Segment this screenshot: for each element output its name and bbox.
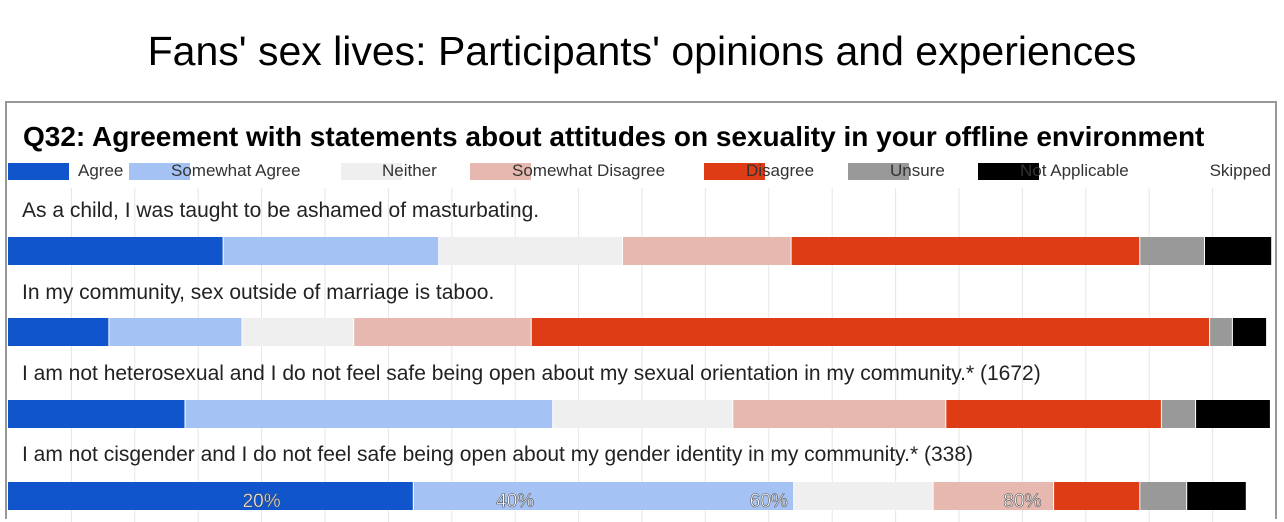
bar-segment-somewhat-agree-q1[interactable] xyxy=(223,237,439,265)
bar-segment-not-applicable-q2[interactable] xyxy=(1232,318,1267,346)
x-tick-label: 80% xyxy=(1003,491,1041,512)
bar-segment-disagree-q2[interactable] xyxy=(531,318,1210,346)
bar-segment-neither-q2[interactable] xyxy=(242,318,354,346)
legend-swatch-neither xyxy=(341,163,402,180)
legend-swatch-not-applicable xyxy=(978,163,1039,180)
question-label-2: In my community, sex outside of marriage… xyxy=(22,281,495,304)
chart-frame xyxy=(5,101,1277,519)
bar-segment-disagree-q3[interactable] xyxy=(946,400,1161,428)
bar-segment-skipped-q1[interactable] xyxy=(1272,237,1275,265)
bar-segment-skipped-q3[interactable] xyxy=(1270,400,1275,428)
bar-segment-not-applicable-q4[interactable] xyxy=(1187,482,1246,510)
x-tick-label: 40% xyxy=(496,491,534,512)
legend-swatch-somewhat-agree xyxy=(129,163,190,180)
bar-segment-neither-q1[interactable] xyxy=(439,237,622,265)
x-tick-label: 20% xyxy=(243,491,281,512)
bar-segment-somewhat-agree-q3[interactable] xyxy=(185,400,553,428)
question-label-1: As a child, I was taught to be ashamed o… xyxy=(22,199,540,222)
bar-segment-not-applicable-q3[interactable] xyxy=(1196,400,1270,428)
bar-segment-agree-q3[interactable] xyxy=(8,400,185,428)
bar-segment-agree-q2[interactable] xyxy=(8,318,109,346)
bar-segment-unsure-q4[interactable] xyxy=(1140,482,1187,510)
bar-segment-unsure-q2[interactable] xyxy=(1210,318,1232,346)
legend-swatch-disagree xyxy=(704,163,765,180)
bar-segment-somewhat-agree-q2[interactable] xyxy=(109,318,242,346)
bar-segment-skipped-q2[interactable] xyxy=(1267,318,1275,346)
chart-legend: Agree Somewhat Agree Neither Somewhat Di… xyxy=(0,158,1284,184)
bar-segment-disagree-q1[interactable] xyxy=(791,237,1140,265)
bar-segment-neither-q3[interactable] xyxy=(553,400,733,428)
bar-segment-skipped-q4[interactable] xyxy=(1246,482,1275,510)
bar-segment-unsure-q1[interactable] xyxy=(1140,237,1204,265)
legend-label-agree: Agree xyxy=(78,161,124,180)
x-tick-label: 60% xyxy=(750,491,788,512)
legend-swatch-somewhat-disagree xyxy=(470,163,531,180)
bar-segment-agree-q1[interactable] xyxy=(8,237,223,265)
bar-segment-somewhat-disagree-q3[interactable] xyxy=(733,400,946,428)
chart-title: Q32: Agreement with statements about att… xyxy=(23,121,1205,152)
legend-label-somewhat-disagree: Somewhat Disagree xyxy=(512,161,666,180)
question-label-4: I am not cisgender and I do not feel saf… xyxy=(22,443,973,466)
page-title: Fans' sex lives: Participants' opinions … xyxy=(147,28,1137,74)
bar-segment-somewhat-disagree-q4[interactable] xyxy=(933,482,1054,510)
legend-label-not-applicable: Not Applicable xyxy=(1020,161,1129,180)
question-label-3: I am not heterosexual and I do not feel … xyxy=(22,362,1041,385)
bar-segment-disagree-q4[interactable] xyxy=(1054,482,1140,510)
legend-label-somewhat-agree: Somewhat Agree xyxy=(171,161,301,180)
legend-label-unsure: Unsure xyxy=(890,161,945,180)
legend-label-neither: Neither xyxy=(382,161,437,180)
bar-segment-neither-q4[interactable] xyxy=(794,482,933,510)
bar-segment-agree-q4[interactable] xyxy=(8,482,413,510)
legend-label-skipped[interactable]: Skipped xyxy=(1209,161,1271,180)
bar-segment-somewhat-disagree-q2[interactable] xyxy=(354,318,531,346)
legend-label-disagree: Disagree xyxy=(746,161,815,180)
bar-segment-somewhat-disagree-q1[interactable] xyxy=(623,237,791,265)
legend-swatch-unsure xyxy=(848,163,909,180)
bar-segment-not-applicable-q1[interactable] xyxy=(1205,237,1272,265)
bar-segment-somewhat-agree-q4[interactable] xyxy=(413,482,794,510)
bar-segment-unsure-q3[interactable] xyxy=(1161,400,1196,428)
legend-swatch-agree xyxy=(8,163,69,180)
